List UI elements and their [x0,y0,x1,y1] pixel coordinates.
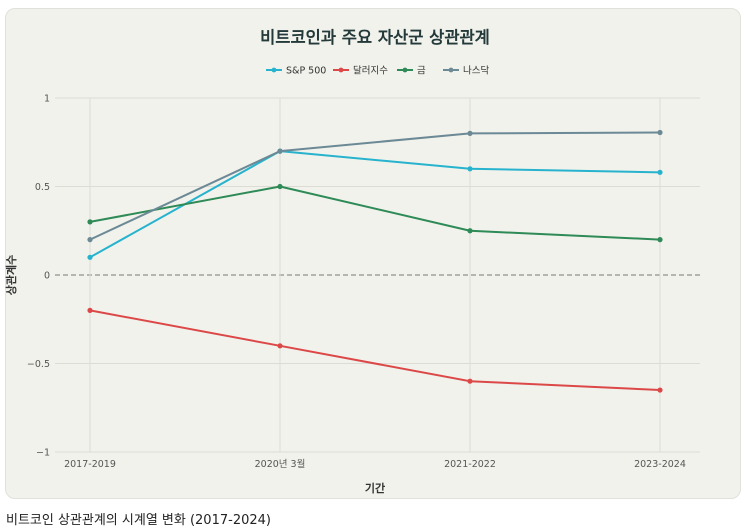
legend-label: 금 [417,66,426,77]
series-line [89,309,661,392]
data-point [657,129,663,136]
data-point [87,254,93,260]
correlation-chart: 비트코인과 주요 자산군 상관관계 S&P 500 달러지수 금 나스닥 1 0.5 0 −… [4,28,700,495]
legend-item: S&P 500 [266,66,326,77]
x-axis-title: 기간 [365,481,385,495]
legend-swatch-marker [338,67,344,73]
legend-label: 달러지수 [353,65,388,77]
chart-panel [5,8,741,499]
x-tick-label: 2021-2022 [444,459,496,470]
series-line [89,131,661,241]
data-point [277,183,283,190]
y-tick-label: 0.5 [35,182,50,193]
y-tick-label: 0 [44,271,50,282]
data-point [657,387,663,393]
data-point [87,237,93,243]
data-point [87,307,93,313]
y-tick-label: 1 [44,94,50,105]
legend-item: 금 [397,66,426,77]
data-point [277,343,283,349]
figure-caption: 비트코인 상관관계의 시계열 변화 (2017-2024) [6,513,271,528]
legend-label: S&P 500 [286,66,326,77]
legend: S&P 500 달러지수 금 나스닥 [266,65,489,77]
legend-item: 나스닥 [443,66,489,77]
data-point [467,378,473,384]
y-tick-label: −0.5 [27,359,50,370]
x-tick-label: 2020년 3월 [255,458,306,470]
series-line [89,150,661,259]
data-point [467,228,473,234]
data-point [657,237,663,243]
chart-title: 비트코인과 주요 자산군 상관관계 [260,28,490,47]
grid-lines [55,97,700,453]
y-tick-label: −1 [36,448,50,459]
legend-swatch-marker [402,67,408,73]
x-axis-ticks: 2017-2019 2020년 3월 2021-2022 2023-2024 [64,458,686,470]
legend-swatch-marker [448,67,454,73]
y-axis-title: 상관계수 [4,255,18,295]
data-point [467,130,473,136]
legend-item: 달러지수 [333,65,388,77]
data-point [87,219,93,225]
legend-swatch-marker [271,67,277,73]
legend-label: 나스닥 [463,66,489,77]
x-tick-label: 2023-2024 [634,459,686,470]
x-tick-label: 2017-2019 [64,459,116,470]
y-axis-ticks: 1 0.5 0 −0.5 −1 [27,94,50,459]
data-point [657,169,663,175]
data-point [277,148,283,154]
series-layer [87,129,663,393]
series-line [89,185,661,241]
data-point [467,166,473,172]
